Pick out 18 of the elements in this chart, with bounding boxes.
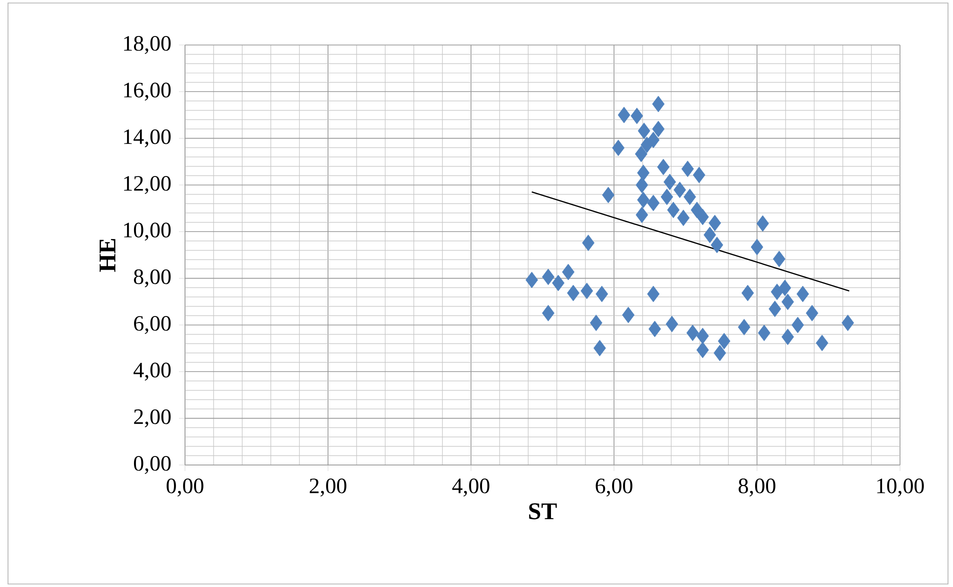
y-axis-title: HE [100, 238, 116, 272]
y-tick-label: 16,00 [124, 82, 171, 101]
y-tick-label: 2,00 [134, 409, 171, 428]
y-tick-label: 12,00 [124, 176, 171, 194]
y-tick-label: 0,00 [134, 456, 171, 474]
x-tick-label: 0,00 [166, 478, 204, 496]
x-tick-label: 6,00 [596, 478, 632, 496]
y-tick-label: 18,00 [124, 36, 171, 54]
y-tick-label: 4,00 [134, 362, 171, 381]
y-tick-label: 14,00 [124, 129, 171, 148]
x-tick-label: 2,00 [310, 478, 346, 496]
y-tick-label: 10,00 [124, 222, 171, 241]
y-tick-label: 6,00 [134, 316, 171, 334]
y-tick-label: 8,00 [134, 269, 171, 288]
x-tick-label: 8,00 [738, 478, 776, 496]
x-tick-label: 10,00 [877, 478, 924, 496]
x-axis-title: ST [529, 503, 557, 520]
x-tick-label: 4,00 [452, 478, 490, 496]
